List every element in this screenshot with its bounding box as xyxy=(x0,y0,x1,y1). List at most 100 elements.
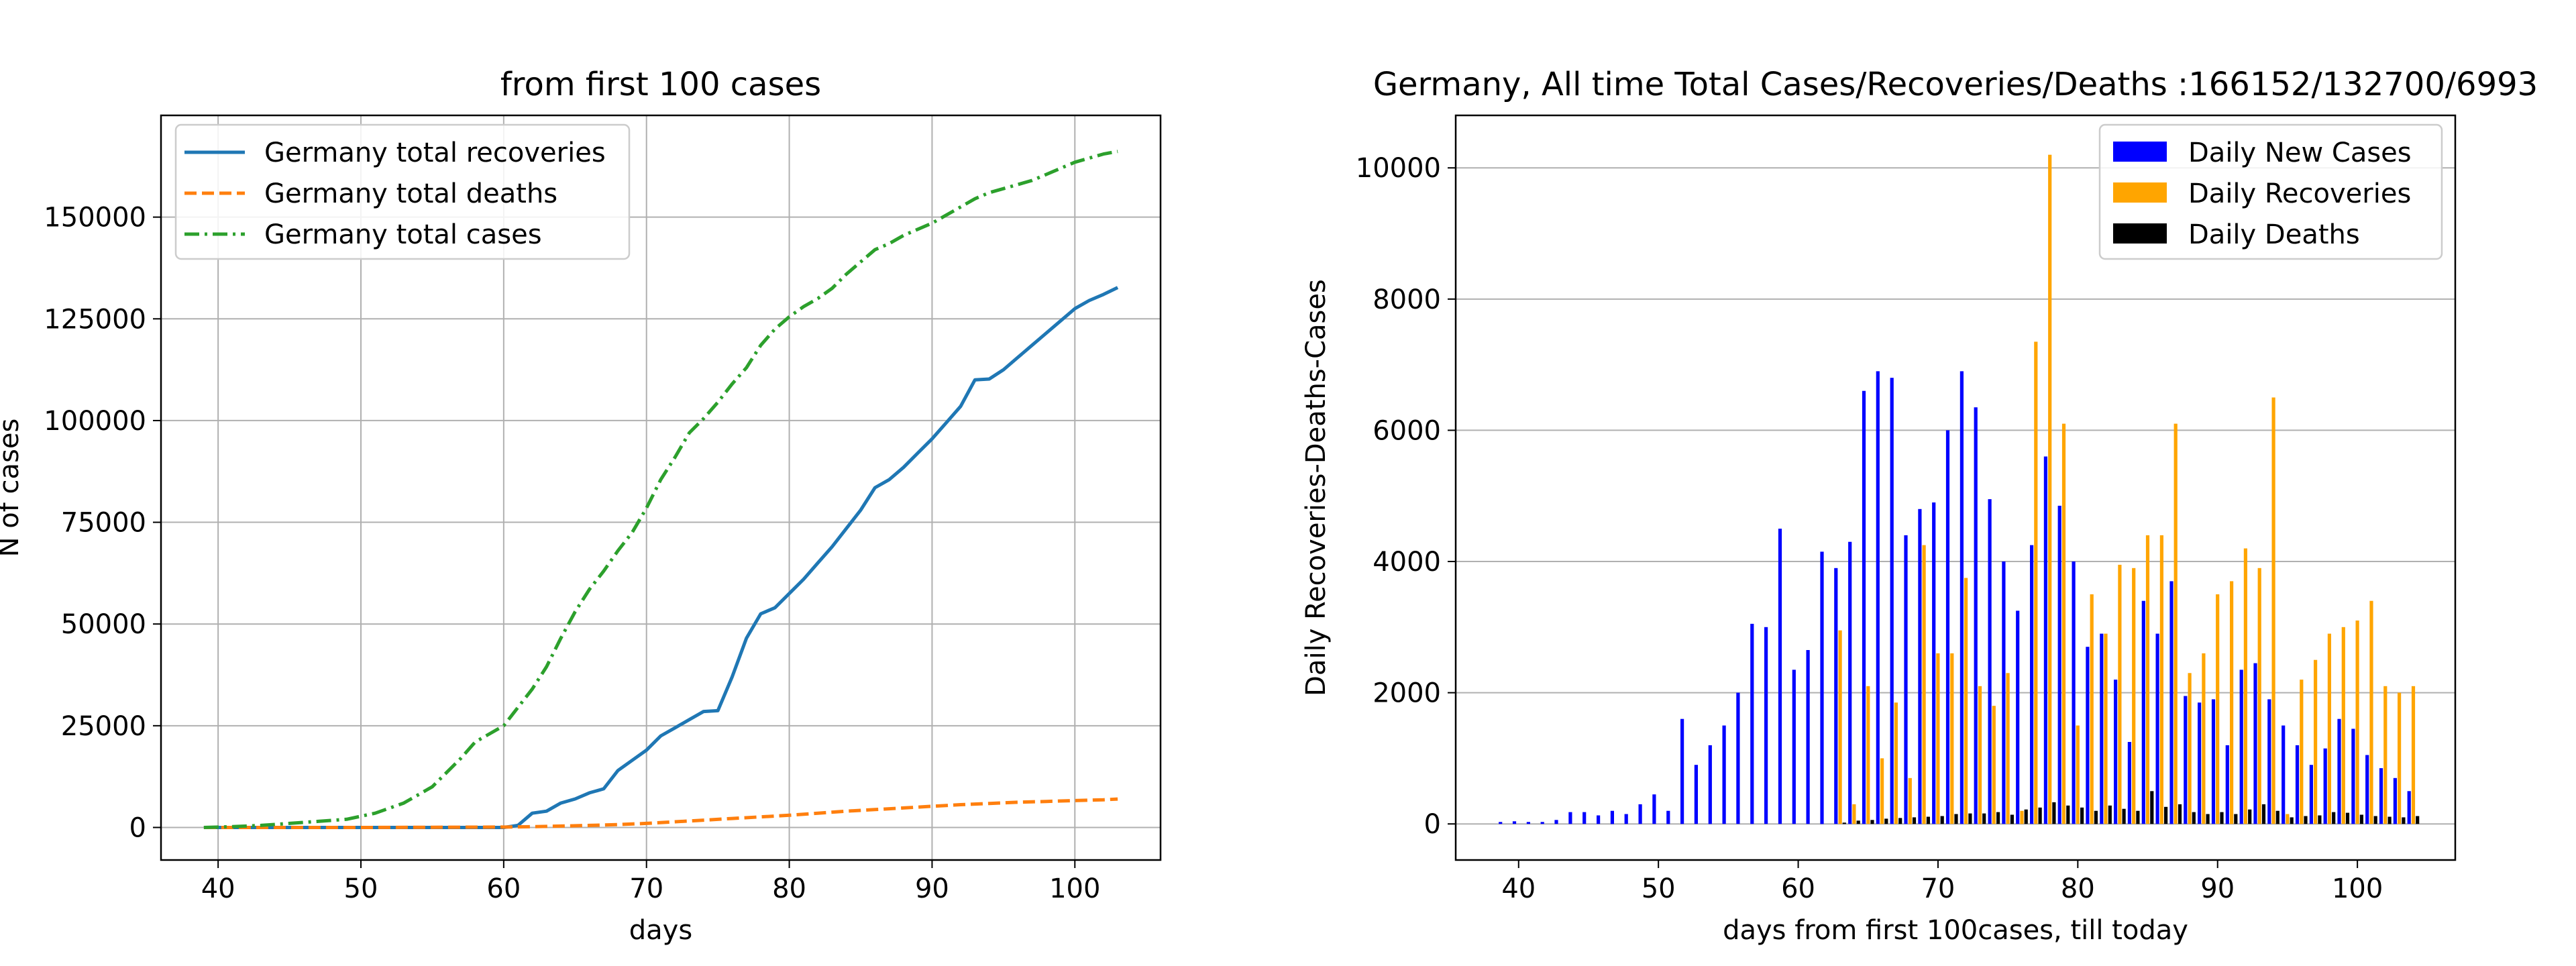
deaths-line xyxy=(203,797,1118,829)
deaths-bar xyxy=(2094,810,2098,824)
new-cases-bar xyxy=(2141,600,2145,824)
x-tick-label: 80 xyxy=(2061,873,2095,904)
new-cases-bar xyxy=(2184,696,2188,824)
new-cases-bar xyxy=(2169,581,2174,824)
deaths-bar xyxy=(2275,810,2279,824)
bars xyxy=(1499,154,2420,824)
new-cases-bar xyxy=(1652,794,1656,824)
deaths-bar xyxy=(2220,812,2224,824)
new-cases-bar xyxy=(1568,812,1572,824)
y-tick-label: 0 xyxy=(1424,809,1441,840)
deaths-bar xyxy=(2010,814,2014,824)
deaths-bar xyxy=(2052,802,2056,824)
cumulative-cases-chart: 40 50 60 70 80 90 100 0 25000 50000 75000 100000 12… xyxy=(0,66,1162,946)
new-cases-bar xyxy=(1932,502,1936,824)
deaths-bar xyxy=(2416,816,2420,824)
new-cases-bar xyxy=(2379,768,2383,824)
x-tick-label: 70 xyxy=(1921,873,1955,904)
deaths-bar xyxy=(2108,805,2112,824)
new-cases-bar xyxy=(1974,407,1978,824)
legend: Daily New Cases Daily Recoveries Daily D… xyxy=(2098,123,2443,260)
new-cases-bar xyxy=(2295,745,2300,824)
deaths-bar xyxy=(2345,812,2350,824)
x-axis-label: days xyxy=(629,915,692,946)
y-tick-label: 25000 xyxy=(61,711,146,742)
deaths-bar xyxy=(1870,820,1874,824)
plot-frame xyxy=(1454,114,2457,861)
new-cases-bar xyxy=(1750,623,1754,824)
new-cases-bar xyxy=(2072,561,2076,824)
recoveries-bar xyxy=(2411,686,2416,824)
deaths-bar xyxy=(2402,817,2406,824)
new-cases-bar xyxy=(1890,378,1894,824)
new-cases-bar xyxy=(2030,545,2034,824)
y-tick-label: 10000 xyxy=(1356,153,1441,184)
recoveries-bar xyxy=(1922,545,1926,824)
x-tick-label: 50 xyxy=(344,873,378,904)
deaths-bar xyxy=(1926,816,1930,824)
recoveries-bar xyxy=(2145,535,2150,824)
new-cases-bar xyxy=(2365,755,2369,824)
deaths-bar xyxy=(1898,818,1902,824)
recoveries-bar xyxy=(2174,423,2178,824)
new-cases-bar xyxy=(2337,718,2341,824)
deaths-bar xyxy=(1968,813,1972,824)
deaths-bar xyxy=(1856,820,1860,824)
new-cases-bar xyxy=(2002,561,2006,824)
new-cases-bar xyxy=(1582,812,1587,824)
y-tick-label: 4000 xyxy=(1373,547,1441,578)
x-axis-label: days from first 100cases, till today xyxy=(1723,915,2188,946)
recoveries-bar xyxy=(2230,581,2234,824)
legend-label-cases: Germany total cases xyxy=(264,219,542,250)
new-cases-bar xyxy=(1904,535,1908,824)
new-cases-bar xyxy=(1960,371,1964,824)
grid-lines xyxy=(161,115,1161,860)
new-cases-bar xyxy=(1820,551,1824,824)
y-tick-label: 6000 xyxy=(1373,415,1441,446)
deaths-bar xyxy=(1842,822,1846,824)
y-tick-label: 0 xyxy=(129,812,146,843)
x-tick-label: 80 xyxy=(772,873,806,904)
deaths-bar xyxy=(2318,815,2322,824)
new-cases-bar xyxy=(1876,371,1880,824)
legend: Germany total recoveries Germany total d… xyxy=(174,123,631,260)
x-tick-label: 60 xyxy=(1781,873,1815,904)
new-cases-bar xyxy=(1722,725,1726,824)
new-cases-bar xyxy=(2086,647,2090,824)
deaths-bar xyxy=(1884,818,1888,824)
x-tick-label: 90 xyxy=(915,873,949,904)
recoveries-bar xyxy=(2104,633,2108,824)
recoveries-bar xyxy=(1838,630,1842,824)
new-cases-bar xyxy=(2016,610,2020,824)
recoveries-bar xyxy=(2202,653,2206,824)
deaths-bar xyxy=(2066,805,2070,824)
recoveries-bar xyxy=(2034,341,2038,824)
legend-label-deaths: Daily Deaths xyxy=(2188,219,2360,250)
recoveries-bar xyxy=(1866,686,1870,824)
recoveries-bar xyxy=(1852,804,1856,824)
new-cases-bar xyxy=(1834,568,1838,824)
new-cases-bar xyxy=(2100,633,2104,824)
x-axis-ticks: 40 50 60 70 80 90 100 xyxy=(1501,860,2383,904)
deaths-bar xyxy=(2038,807,2042,824)
x-tick-label: 40 xyxy=(1501,873,1536,904)
new-cases-bar xyxy=(1862,390,1866,824)
series-lines xyxy=(203,150,1119,829)
recoveries-line xyxy=(203,286,1119,829)
recoveries-bar xyxy=(1936,653,1940,824)
deaths-bar xyxy=(1940,816,1944,824)
deaths-bar xyxy=(2290,817,2294,824)
recoveries-bar xyxy=(2327,633,2331,824)
deaths-bar xyxy=(2206,814,2210,824)
new-cases-bar xyxy=(2155,633,2159,824)
deaths-bar xyxy=(2122,808,2126,824)
new-cases-bar xyxy=(1945,430,1950,824)
recoveries-bar xyxy=(2341,627,2345,824)
recoveries-bar xyxy=(2061,423,2066,824)
new-cases-bar xyxy=(1708,745,1712,824)
plot-frame xyxy=(160,114,1162,861)
new-cases-bar xyxy=(1918,508,1922,824)
new-cases-bar xyxy=(1736,692,1740,824)
new-cases-bar xyxy=(1806,650,1810,824)
new-cases-bar xyxy=(2225,745,2229,824)
